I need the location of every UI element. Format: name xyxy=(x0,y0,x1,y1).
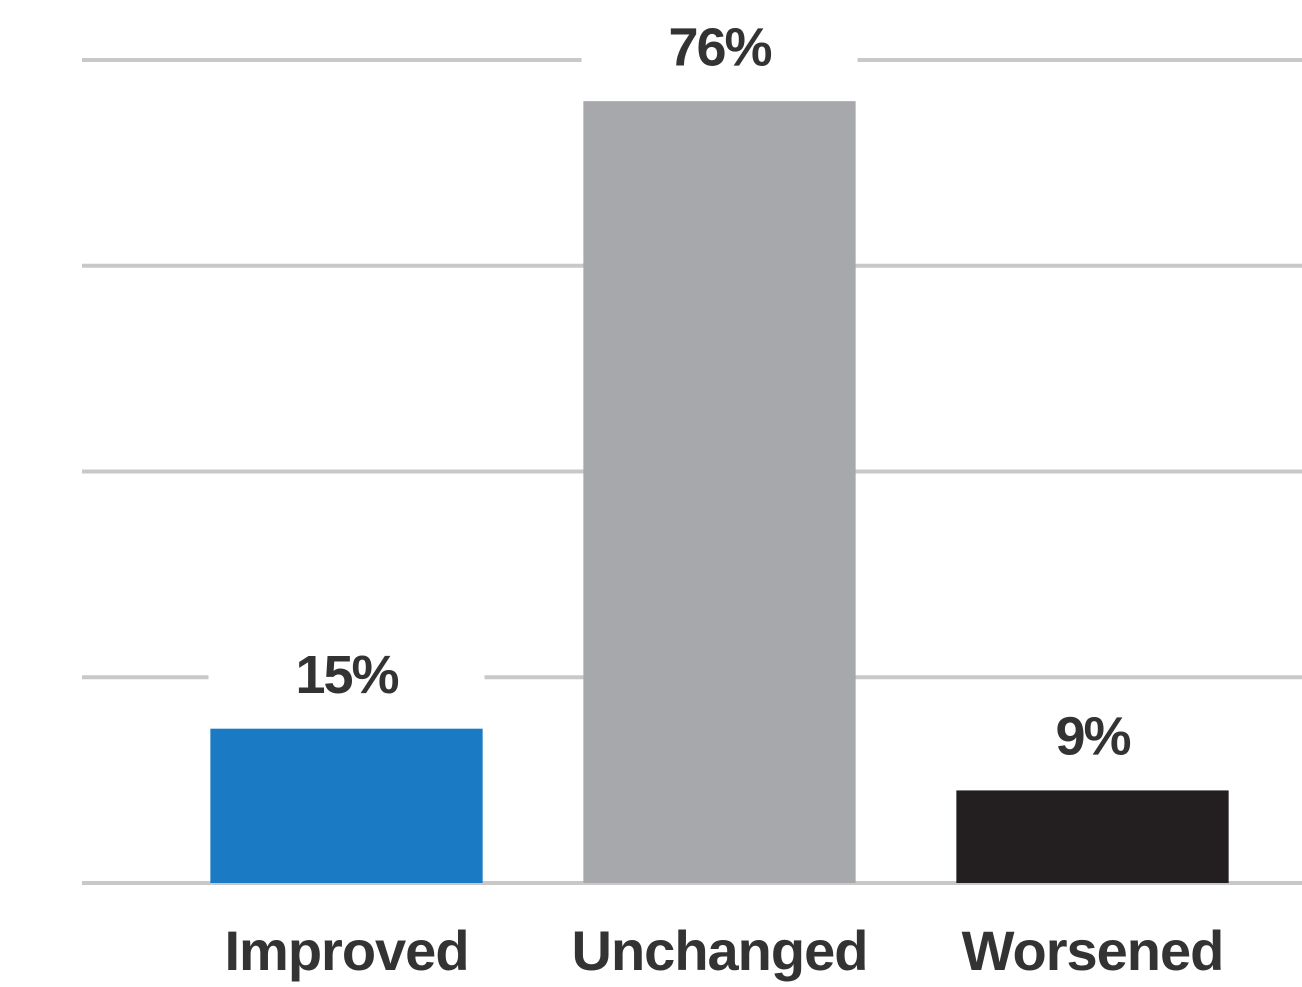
value-label: 76% xyxy=(668,17,771,77)
label-background xyxy=(954,700,1231,781)
bar xyxy=(956,790,1229,883)
x-tick-label: Worsened xyxy=(962,919,1224,982)
bar xyxy=(210,728,483,883)
label-background xyxy=(208,638,485,719)
x-tick-label: Improved xyxy=(224,919,468,982)
bar xyxy=(583,101,856,883)
x-tick-label: Unchanged xyxy=(572,919,868,982)
value-label: 15% xyxy=(295,645,398,705)
label-background xyxy=(581,11,858,92)
value-label: 9% xyxy=(1055,707,1130,767)
